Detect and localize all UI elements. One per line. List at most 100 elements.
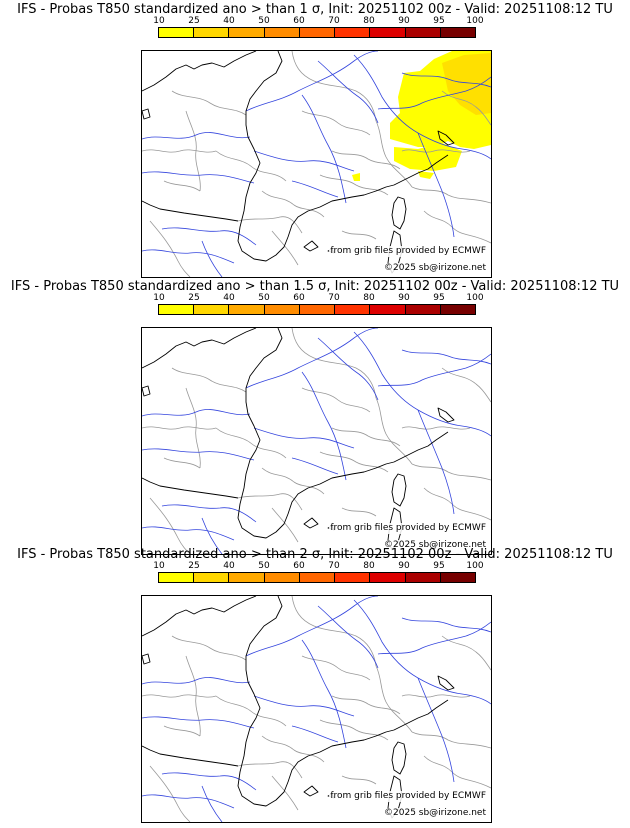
river: [401, 72, 491, 88]
admin-border: [441, 90, 491, 126]
admin-border: [237, 493, 303, 511]
admin-border: [341, 775, 377, 785]
admin-border: [441, 367, 491, 403]
river: [245, 328, 379, 389]
colorbar-segment: [299, 28, 336, 37]
colorbar-tick-label: 25: [188, 561, 200, 571]
admin-border: [411, 186, 491, 204]
admin-border: [163, 180, 201, 192]
colorbar-tick-label: 95: [433, 561, 445, 571]
river: [201, 240, 223, 277]
river: [301, 371, 347, 481]
colorbar-tick-label: 70: [328, 561, 340, 571]
island-coast: [142, 653, 151, 665]
admin-border: [261, 190, 325, 218]
admin-border: [185, 655, 201, 737]
admin-border: [291, 596, 377, 667]
river: [161, 772, 257, 791]
map-canvas: [142, 596, 491, 822]
admin-border: [271, 230, 299, 266]
admin-border: [319, 174, 389, 196]
map-canvas: [142, 51, 491, 277]
river: [142, 677, 251, 685]
admin-border: [375, 397, 413, 465]
colorbar-segment: [370, 28, 406, 37]
admin-border: [271, 775, 299, 811]
coastline: [287, 431, 449, 515]
source-credit: from grib files provided by ECMWF: [329, 523, 487, 534]
coastline: [287, 154, 449, 238]
colorbar-segment: [335, 305, 371, 314]
admin-border: [423, 487, 491, 521]
colorbar-segment: [159, 573, 195, 582]
colorbar-tick-label: 95: [433, 16, 445, 26]
colorbar-bar: [158, 304, 476, 315]
river: [317, 60, 379, 124]
colorbar-tick-label: 70: [328, 16, 340, 26]
admin-border: [171, 635, 247, 661]
river: [291, 180, 339, 198]
colorbar-tick-label: 60: [293, 293, 305, 303]
river: [401, 617, 491, 633]
colorbar-segment: [159, 305, 195, 314]
probability-shading: [418, 171, 434, 179]
colorbar-segment: [370, 305, 406, 314]
colorbar-tick-label: 40: [223, 561, 235, 571]
river: [245, 596, 379, 657]
colorbar-tick-label: 50: [258, 16, 270, 26]
island-coast: [303, 240, 319, 252]
admin-border: [185, 387, 201, 469]
colorbar-segment: [370, 573, 406, 582]
admin-border: [423, 755, 491, 789]
admin-border: [163, 725, 201, 737]
colorbar-segment: [405, 573, 441, 582]
river: [142, 132, 251, 140]
colorbar-tick-label: 10: [153, 293, 165, 303]
colorbar-segment: [229, 573, 265, 582]
admin-border: [291, 328, 377, 399]
island-coast: [437, 407, 455, 423]
admin-border: [331, 695, 401, 715]
river: [377, 621, 491, 655]
probability-map: from grib files provided by ECMWF ©2025 s…: [141, 50, 492, 278]
colorbar-segment: [264, 573, 300, 582]
colorbar-segment: [194, 305, 230, 314]
river: [417, 677, 455, 783]
coastline: [142, 477, 239, 499]
admin-border: [149, 220, 191, 277]
colorbar-tick-label: 100: [466, 16, 484, 26]
river: [161, 227, 257, 246]
admin-border: [401, 149, 471, 153]
island-coast: [303, 785, 319, 797]
river: [301, 94, 347, 204]
colorbar-tick-label: 25: [188, 293, 200, 303]
copyright-credit: ©2025 sb@irizone.net: [383, 808, 487, 819]
colorbar-tick-label: 40: [223, 16, 235, 26]
colorbar-tick-label: 10: [153, 561, 165, 571]
island-coast: [391, 473, 407, 507]
admin-border: [375, 665, 413, 733]
coastline: [287, 699, 449, 783]
colorbar-tick-label: 80: [363, 561, 375, 571]
island-coast: [391, 741, 407, 775]
admin-border: [341, 507, 377, 517]
colorbar-tick-label: 40: [223, 293, 235, 303]
source-credit: from grib files provided by ECMWF: [329, 246, 487, 257]
river: [417, 409, 455, 515]
coastline: [142, 51, 257, 92]
coastline: [237, 51, 289, 262]
admin-border: [149, 497, 191, 554]
river: [291, 457, 339, 475]
colorbar-tick-label: 10: [153, 16, 165, 26]
panel-title: IFS - Probas T850 standardized ano > tha…: [17, 547, 613, 562]
admin-border: [261, 467, 325, 495]
admin-border: [215, 150, 287, 182]
coastline: [142, 328, 257, 369]
admin-border: [142, 149, 217, 153]
colorbar-tick-label: 80: [363, 16, 375, 26]
admin-border: [401, 694, 471, 698]
probability-shading: [442, 53, 491, 115]
colorbar-tick-label: 60: [293, 561, 305, 571]
river: [417, 132, 455, 238]
colorbar-tick-label: 25: [188, 16, 200, 26]
